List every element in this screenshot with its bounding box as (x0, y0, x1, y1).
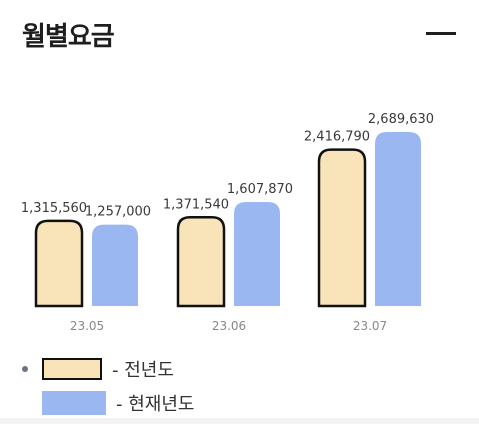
value-label: 1,257,000 (85, 205, 151, 220)
x-tick-label: 23.06 (212, 319, 246, 333)
value-label: 1,315,560 (21, 201, 87, 216)
legend-item-cur: - 현재년도 (22, 386, 194, 420)
value-label: 2,689,630 (368, 112, 434, 127)
bottom-divider (0, 418, 479, 424)
legend-label-cur: - 현재년도 (116, 394, 195, 415)
value-label: 1,607,870 (227, 182, 293, 197)
dot-icon (22, 366, 28, 372)
chart-title: 월별요금 (22, 22, 115, 52)
bar-current-year (92, 224, 138, 306)
bar-prev-year (34, 219, 84, 308)
legend-swatch-prev (42, 358, 102, 380)
legend-label-prev: - 전년도 (112, 360, 174, 381)
bar-prev-year (176, 216, 226, 308)
bar-current-year (375, 132, 421, 306)
bar-current-year (234, 201, 280, 306)
value-label: 1,371,540 (163, 197, 229, 212)
value-label: 2,416,790 (304, 130, 370, 145)
bar-prev-year (317, 148, 367, 308)
legend: - 전년도 - 현재년도 (22, 352, 194, 420)
x-tick-label: 23.07 (353, 319, 387, 333)
legend-swatch-cur (42, 391, 106, 415)
minus-icon[interactable] (426, 32, 456, 35)
legend-item-prev: - 전년도 (22, 352, 194, 386)
x-tick-label: 23.05 (70, 319, 104, 333)
